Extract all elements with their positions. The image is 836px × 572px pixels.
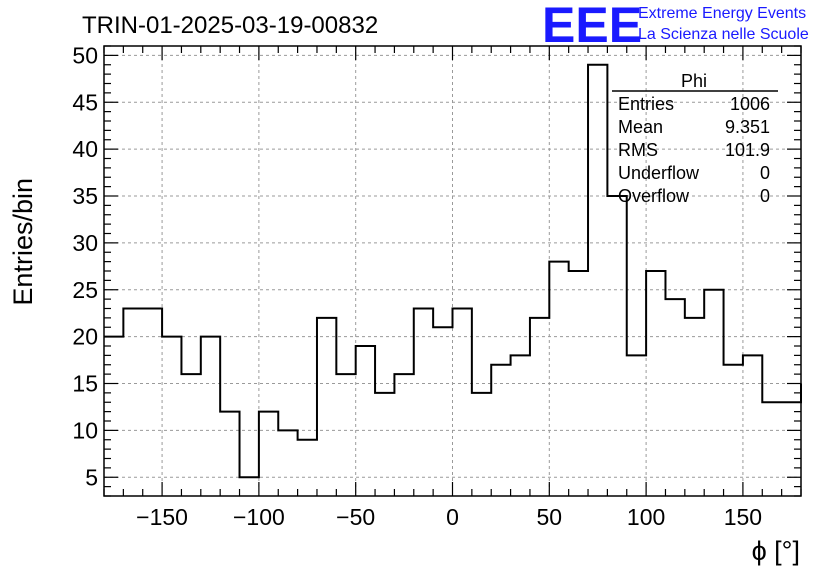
y-tick-label: 25 — [72, 277, 98, 303]
logo-line-1: Extreme Energy Events — [638, 5, 806, 22]
logo-line-2: La Scienza nelle Scuole — [638, 26, 809, 43]
x-tick-label: 100 — [627, 504, 665, 530]
stats-rows: Entries 1006 Mean 9.351 RMS 101.9 Underflow 0 Ov… — [618, 94, 770, 206]
stats-row-value: 9.351 — [725, 117, 770, 137]
stats-row-label: Overflow — [618, 186, 690, 206]
logo-mark: EEE — [542, 0, 642, 53]
x-tick-labels: −150 −100 −50 0 50 100 150 — [136, 504, 762, 530]
stats-row-label: RMS — [618, 140, 658, 160]
y-tick-label: 10 — [72, 417, 98, 443]
x-tick-label: −50 — [336, 504, 375, 530]
stats-row-value: 1006 — [730, 94, 770, 114]
x-tick-label: −100 — [233, 504, 285, 530]
x-tick-label: −150 — [136, 504, 188, 530]
logo: EEE Extreme Energy Events La Scienza nel… — [542, 0, 809, 53]
x-tick-label: 0 — [446, 504, 459, 530]
stats-row-value: 0 — [760, 163, 770, 183]
stats-title: Phi — [681, 71, 707, 91]
stats-row-value: 101.9 — [725, 140, 770, 160]
y-tick-label: 30 — [72, 230, 98, 256]
grid-lines — [104, 46, 801, 496]
stats-row-label: Underflow — [618, 163, 700, 183]
axis-ticks — [103, 45, 802, 497]
stats-row-label: Mean — [618, 117, 663, 137]
y-tick-label: 20 — [72, 324, 98, 350]
y-tick-label: 35 — [72, 183, 98, 209]
stats-row-value: 0 — [760, 186, 770, 206]
x-tick-label: 50 — [537, 504, 563, 530]
y-tick-label: 45 — [72, 89, 98, 115]
y-tick-label: 50 — [72, 42, 98, 68]
x-axis-label: ϕ [°] — [752, 536, 800, 566]
stats-box: Phi Entries 1006 Mean 9.351 RMS 101.9 Underflo… — [612, 71, 778, 206]
y-tick-labels: 5 10 15 20 25 30 35 40 45 50 — [72, 42, 98, 490]
y-axis-label: Entries/bin — [8, 178, 38, 306]
chart-title: TRIN-01-2025-03-19-00832 — [82, 12, 378, 39]
histogram-series — [104, 63, 802, 479]
y-tick-label: 15 — [72, 371, 98, 397]
stats-row-label: Entries — [618, 94, 674, 114]
x-tick-label: 150 — [724, 504, 762, 530]
y-tick-label: 5 — [85, 464, 98, 490]
y-tick-label: 40 — [72, 136, 98, 162]
